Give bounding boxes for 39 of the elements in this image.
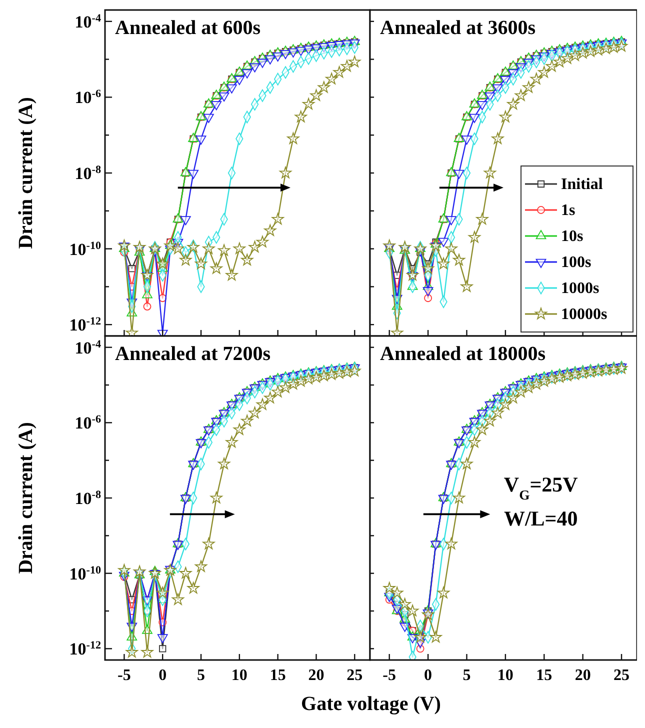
x-tick-label: 15 (536, 667, 552, 684)
legend-label: 10s (561, 228, 584, 245)
y-tick-label: 10$^{-8}$ (74, 164, 102, 183)
x-tick-label: 5 (462, 667, 471, 684)
x-tick-label: 25 (346, 667, 363, 684)
x-tick-label: -5 (118, 667, 131, 684)
y-tick-label: 10$^{-6}$ (74, 414, 102, 433)
y-tick-label: 10$^{-12}$ (69, 316, 102, 335)
y-tick-label: 10$^{-6}$ (74, 88, 102, 108)
x-tick-label: 20 (574, 667, 591, 684)
x-tick-label: 15 (270, 667, 286, 684)
x-tick-label: 0 (424, 667, 432, 684)
chart-title: Annealed at 7200s (115, 343, 271, 365)
y-tick-label: 10$^{-12}$ (69, 640, 102, 659)
y-tick-label: 10$^{-10}$ (69, 564, 102, 584)
y-tick-label: 10$^{-4}$ (74, 338, 102, 358)
x-tick-label: 25 (614, 667, 630, 684)
chart-title: Annealed at 600s (115, 17, 261, 39)
legend-label: Initial (561, 176, 604, 193)
y-axis-title: Drain current (A) (15, 422, 37, 574)
annotation: V$_{G}$=25V (504, 472, 578, 502)
chart-title: Annealed at 3600s (380, 17, 536, 39)
legend-label: 100s (561, 254, 592, 271)
annotation: W/L=40 (504, 506, 578, 531)
chart-title: Annealed at 18000s (380, 343, 546, 365)
x-tick-label: 20 (308, 667, 324, 684)
y-tick-label: 10$^{-4}$ (74, 12, 102, 32)
legend-label: 10000s (561, 306, 608, 323)
x-axis-title: Gate voltage (V) (301, 693, 441, 715)
x-tick-label: 10 (231, 667, 248, 684)
legend-label: 1s (561, 202, 576, 219)
y-axis-title: Drain current (A) (15, 97, 37, 249)
y-tick-label: 10$^{-10}$ (69, 240, 102, 259)
x-tick-label: -5 (382, 667, 396, 684)
x-tick-label: 10 (497, 667, 514, 684)
x-tick-label: 5 (197, 667, 206, 684)
legend-label: 1000s (561, 280, 600, 297)
y-tick-label: 10$^{-8}$ (74, 489, 102, 508)
x-tick-label: 0 (158, 667, 167, 684)
